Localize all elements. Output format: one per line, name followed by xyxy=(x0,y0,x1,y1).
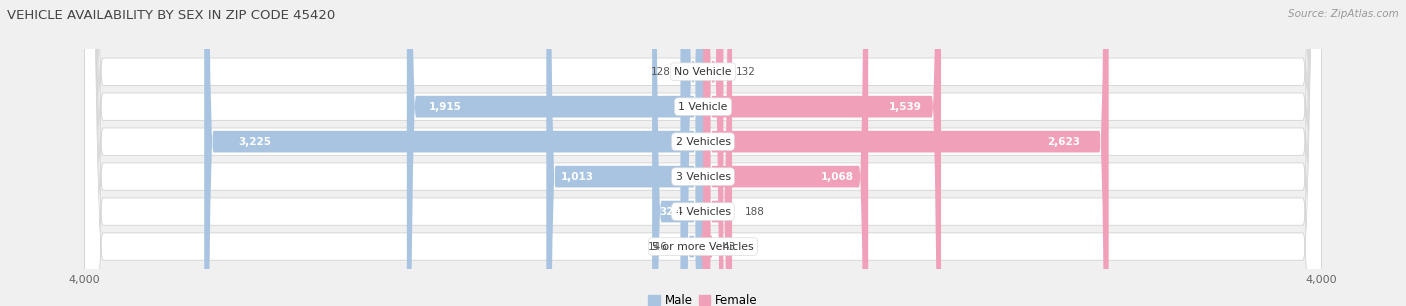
Text: 3,225: 3,225 xyxy=(239,137,271,147)
FancyBboxPatch shape xyxy=(84,0,1322,306)
FancyBboxPatch shape xyxy=(84,0,1322,306)
Text: 188: 188 xyxy=(744,207,765,217)
Text: 1,915: 1,915 xyxy=(429,102,463,112)
Text: 2,623: 2,623 xyxy=(1046,137,1080,147)
Text: 2 Vehicles: 2 Vehicles xyxy=(675,137,731,147)
Text: VEHICLE AVAILABILITY BY SEX IN ZIP CODE 45420: VEHICLE AVAILABILITY BY SEX IN ZIP CODE … xyxy=(7,9,335,22)
Legend: Male, Female: Male, Female xyxy=(644,289,762,306)
FancyBboxPatch shape xyxy=(547,0,703,306)
Text: 1,068: 1,068 xyxy=(821,172,853,181)
FancyBboxPatch shape xyxy=(703,0,868,306)
FancyBboxPatch shape xyxy=(84,0,1322,306)
Text: 5 or more Vehicles: 5 or more Vehicles xyxy=(652,241,754,252)
Text: No Vehicle: No Vehicle xyxy=(675,67,731,77)
FancyBboxPatch shape xyxy=(652,0,703,306)
FancyBboxPatch shape xyxy=(683,0,703,306)
FancyBboxPatch shape xyxy=(406,0,703,306)
Text: 128: 128 xyxy=(651,67,671,77)
FancyBboxPatch shape xyxy=(84,0,1322,306)
FancyBboxPatch shape xyxy=(681,0,703,306)
FancyBboxPatch shape xyxy=(703,0,733,306)
FancyBboxPatch shape xyxy=(84,0,1322,306)
FancyBboxPatch shape xyxy=(703,0,724,306)
Text: 43: 43 xyxy=(723,241,735,252)
Text: 3 Vehicles: 3 Vehicles xyxy=(675,172,731,181)
FancyBboxPatch shape xyxy=(703,0,1109,306)
FancyBboxPatch shape xyxy=(700,0,713,306)
Text: 4 Vehicles: 4 Vehicles xyxy=(675,207,731,217)
Text: 1,539: 1,539 xyxy=(889,102,922,112)
Text: 329: 329 xyxy=(659,207,682,217)
Text: 132: 132 xyxy=(735,67,755,77)
FancyBboxPatch shape xyxy=(84,0,1322,306)
Text: 146: 146 xyxy=(648,241,668,252)
FancyBboxPatch shape xyxy=(703,0,941,306)
Text: Source: ZipAtlas.com: Source: ZipAtlas.com xyxy=(1288,9,1399,19)
FancyBboxPatch shape xyxy=(204,0,703,306)
Text: 1 Vehicle: 1 Vehicle xyxy=(678,102,728,112)
Text: 1,013: 1,013 xyxy=(561,172,593,181)
